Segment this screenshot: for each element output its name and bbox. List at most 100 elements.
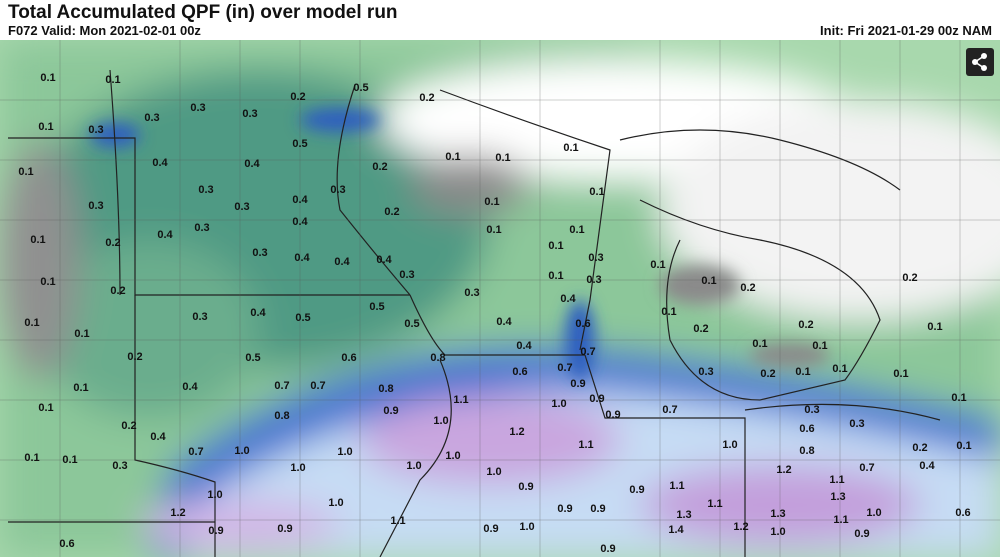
qpf-label: 0.1 xyxy=(445,151,460,163)
qpf-label: 0.4 xyxy=(560,293,576,305)
qpf-label: 0.2 xyxy=(419,92,434,104)
qpf-label: 0.1 xyxy=(74,328,89,340)
qpf-label: 0.4 xyxy=(157,229,173,241)
map-title: Total Accumulated QPF (in) over model ru… xyxy=(8,2,398,23)
qpf-label: 1.0 xyxy=(207,489,222,501)
qpf-label: 0.3 xyxy=(804,404,819,416)
qpf-label: 1.1 xyxy=(707,498,722,510)
qpf-label: 0.3 xyxy=(190,102,205,114)
qpf-label: 0.3 xyxy=(849,418,864,430)
qpf-label: 1.1 xyxy=(578,439,593,451)
boundaries xyxy=(8,69,941,557)
qpf-label: 1.2 xyxy=(170,507,185,519)
qpf-label: 0.3 xyxy=(330,184,345,196)
label-layer: 0.1 0.1 0.3 0.2 0.5 0.2 0.1 0.3 0.3 0.3 0.5 0.1 0.4 0… xyxy=(18,72,971,555)
qpf-label: 0.2 xyxy=(372,161,387,173)
qpf-label: 1.3 xyxy=(770,508,785,520)
qpf-label: 0.1 xyxy=(73,382,88,394)
precip-field xyxy=(0,40,1000,557)
qpf-label: 0.3 xyxy=(586,274,601,286)
qpf-label: 0.2 xyxy=(384,206,399,218)
qpf-label: 0.1 xyxy=(701,275,716,287)
share-button[interactable] xyxy=(966,48,994,76)
qpf-label: 1.2 xyxy=(776,464,791,476)
qpf-label: 0.9 xyxy=(483,523,498,535)
init-time: Init: Fri 2021-01-29 00z NAM xyxy=(820,23,992,38)
qpf-label: 0.1 xyxy=(589,186,604,198)
qpf-label: 0.4 xyxy=(376,254,392,266)
share-icon xyxy=(972,53,987,71)
qpf-label: 1.0 xyxy=(551,398,566,410)
qpf-label: 1.3 xyxy=(676,509,691,521)
qpf-label: 0.3 xyxy=(698,366,713,378)
qpf-label: 0.4 xyxy=(244,158,260,170)
qpf-label: 1.0 xyxy=(486,466,501,478)
qpf-label: 1.0 xyxy=(445,450,460,462)
qpf-label: 0.9 xyxy=(383,405,398,417)
qpf-label: 0.2 xyxy=(110,285,125,297)
qpf-label: 0.6 xyxy=(512,366,527,378)
qpf-label: 0.2 xyxy=(127,351,142,363)
qpf-label: 0.1 xyxy=(30,234,45,246)
qpf-label: 1.4 xyxy=(668,524,684,536)
qpf-label: 0.9 xyxy=(590,503,605,515)
qpf-label: 0.9 xyxy=(518,481,533,493)
qpf-label: 0.7 xyxy=(274,380,289,392)
qpf-label: 1.0 xyxy=(519,521,534,533)
qpf-label: 0.1 xyxy=(832,363,847,375)
qpf-label: 1.0 xyxy=(234,445,249,457)
qpf-label: 1.1 xyxy=(453,394,468,406)
qpf-label: 0.3 xyxy=(588,252,603,264)
qpf-label: 1.3 xyxy=(830,491,845,503)
qpf-label: 0.1 xyxy=(548,270,563,282)
qpf-label: 0.2 xyxy=(693,323,708,335)
qpf-label: 1.1 xyxy=(833,514,848,526)
qpf-label: 0.2 xyxy=(798,319,813,331)
qpf-label: 1.0 xyxy=(770,526,785,538)
qpf-label: 1.0 xyxy=(406,460,421,472)
qpf-label: 0.1 xyxy=(548,240,563,252)
qpf-label: 0.9 xyxy=(557,503,572,515)
qpf-label: 0.6 xyxy=(955,507,970,519)
qpf-label: 0.9 xyxy=(605,409,620,421)
qpf-label: 0.7 xyxy=(859,462,874,474)
qpf-label: 0.3 xyxy=(399,269,414,281)
qpf-label: 0.1 xyxy=(650,259,665,271)
qpf-label: 0.1 xyxy=(795,366,810,378)
qpf-label: 1.0 xyxy=(328,497,343,509)
qpf-label: 0.4 xyxy=(152,157,168,169)
qpf-label: 0.1 xyxy=(927,321,942,333)
qpf-label: 0.5 xyxy=(245,352,260,364)
qpf-label: 1.0 xyxy=(290,462,305,474)
qpf-label: 0.1 xyxy=(24,452,39,464)
qpf-label: 0.2 xyxy=(902,272,917,284)
qpf-label: 0.4 xyxy=(294,252,310,264)
qpf-label: 1.2 xyxy=(733,521,748,533)
qpf-label: 0.4 xyxy=(182,381,198,393)
qpf-label: 1.0 xyxy=(337,446,352,458)
qpf-label: 0.3 xyxy=(234,201,249,213)
qpf-label: 0.3 xyxy=(194,222,209,234)
valid-time: F072 Valid: Mon 2021-02-01 00z xyxy=(8,23,201,38)
qpf-label: 0.4 xyxy=(292,194,308,206)
qpf-label: 0.1 xyxy=(893,368,908,380)
qpf-label: 0.6 xyxy=(575,318,590,330)
qpf-label: 0.8 xyxy=(274,410,289,422)
qpf-label: 0.1 xyxy=(38,121,53,133)
qpf-label: 0.3 xyxy=(252,247,267,259)
qpf-label: 0.1 xyxy=(661,306,676,318)
qpf-label: 0.9 xyxy=(570,378,585,390)
qpf-label: 0.1 xyxy=(752,338,767,350)
qpf-label: 0.3 xyxy=(192,311,207,323)
qpf-label: 0.5 xyxy=(292,138,307,150)
qpf-label: 0.1 xyxy=(40,276,55,288)
qpf-label: 0.7 xyxy=(662,404,677,416)
qpf-label: 0.1 xyxy=(563,142,578,154)
qpf-label: 0.4 xyxy=(919,460,935,472)
qpf-label: 0.1 xyxy=(951,392,966,404)
qpf-label: 0.2 xyxy=(740,282,755,294)
qpf-label: 0.1 xyxy=(495,152,510,164)
qpf-label: 0.6 xyxy=(59,538,74,550)
qpf-label: 1.0 xyxy=(866,507,881,519)
qpf-label: 0.3 xyxy=(464,287,479,299)
